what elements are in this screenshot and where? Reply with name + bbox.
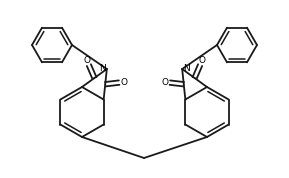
Text: O: O: [84, 56, 90, 65]
Text: O: O: [199, 56, 205, 65]
Text: O: O: [161, 77, 168, 87]
Text: O: O: [121, 77, 128, 87]
Text: N: N: [99, 64, 106, 72]
Text: N: N: [183, 64, 190, 72]
